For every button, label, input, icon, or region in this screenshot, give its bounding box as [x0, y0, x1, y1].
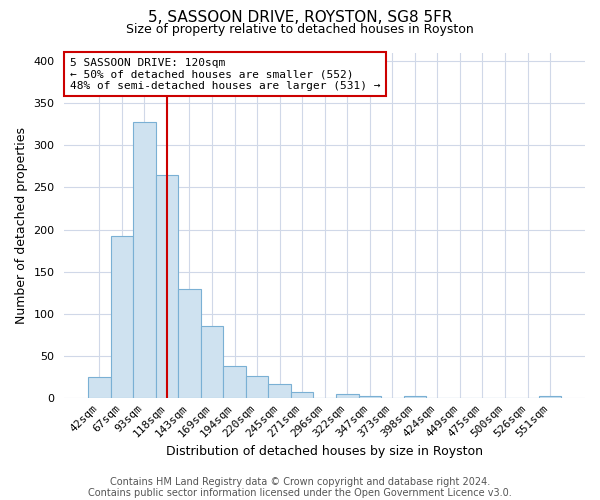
Bar	[201, 326, 223, 398]
Bar	[404, 396, 426, 398]
Text: Contains public sector information licensed under the Open Government Licence v3: Contains public sector information licen…	[88, 488, 512, 498]
Bar	[223, 366, 246, 398]
Bar	[359, 396, 381, 398]
Bar	[88, 378, 110, 398]
Bar	[110, 236, 133, 398]
Text: Contains HM Land Registry data © Crown copyright and database right 2024.: Contains HM Land Registry data © Crown c…	[110, 477, 490, 487]
Bar	[336, 394, 359, 398]
Y-axis label: Number of detached properties: Number of detached properties	[15, 127, 28, 324]
Text: 5, SASSOON DRIVE, ROYSTON, SG8 5FR: 5, SASSOON DRIVE, ROYSTON, SG8 5FR	[148, 10, 452, 25]
Bar	[291, 392, 313, 398]
Bar	[155, 175, 178, 398]
Text: Size of property relative to detached houses in Royston: Size of property relative to detached ho…	[126, 22, 474, 36]
Bar	[268, 384, 291, 398]
X-axis label: Distribution of detached houses by size in Royston: Distribution of detached houses by size …	[166, 444, 483, 458]
Bar	[133, 122, 155, 398]
Bar	[246, 376, 268, 398]
Text: 5 SASSOON DRIVE: 120sqm
← 50% of detached houses are smaller (552)
48% of semi-d: 5 SASSOON DRIVE: 120sqm ← 50% of detache…	[70, 58, 380, 91]
Bar	[539, 396, 562, 398]
Bar	[178, 288, 201, 399]
